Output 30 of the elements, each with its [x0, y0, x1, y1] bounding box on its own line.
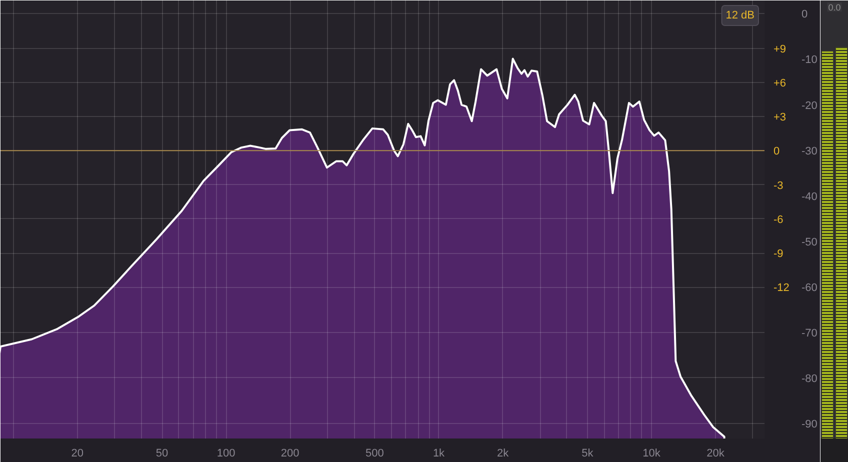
y-tick-label: -10	[802, 54, 818, 66]
y2-tick-label: +3	[774, 112, 786, 124]
x-tick-label: 50	[156, 448, 168, 460]
x-tick-label: 5k	[582, 448, 594, 460]
y2-tick-label: -9	[774, 248, 784, 260]
x-tick-label: 500	[366, 448, 384, 460]
y2-tick-label: 0	[774, 146, 780, 158]
y2-tick-label: +6	[774, 77, 786, 90]
y-tick-label: -70	[802, 327, 818, 340]
y-tick-label: -80	[802, 372, 818, 385]
x-tick-label: 200	[280, 448, 300, 460]
x-tick-label: 10k	[642, 448, 661, 460]
y2-tick-label: -12	[774, 282, 790, 294]
y-tick-label: -60	[802, 282, 818, 294]
annotation: 12 dB	[726, 10, 755, 22]
x-tick-label: 100	[216, 448, 236, 460]
x-tick-label: 1k	[432, 448, 446, 460]
x-tick-label: 2k	[496, 448, 510, 460]
text: 0.0	[828, 2, 841, 12]
x-tick-label: 20	[71, 448, 84, 460]
y2-tick-label: -3	[774, 180, 784, 192]
y-tick-label: -50	[802, 236, 818, 248]
y-tick-label: -40	[802, 190, 818, 203]
y2-tick-label: -6	[774, 214, 784, 226]
x-tick-label: 20k	[706, 448, 725, 460]
y-tick-label: -20	[802, 100, 818, 112]
y-tick-label: -90	[802, 418, 818, 430]
y-tick-label: -30	[802, 145, 818, 158]
y-tick-label: 0	[802, 8, 808, 21]
y2-tick-label: +9	[774, 43, 786, 56]
